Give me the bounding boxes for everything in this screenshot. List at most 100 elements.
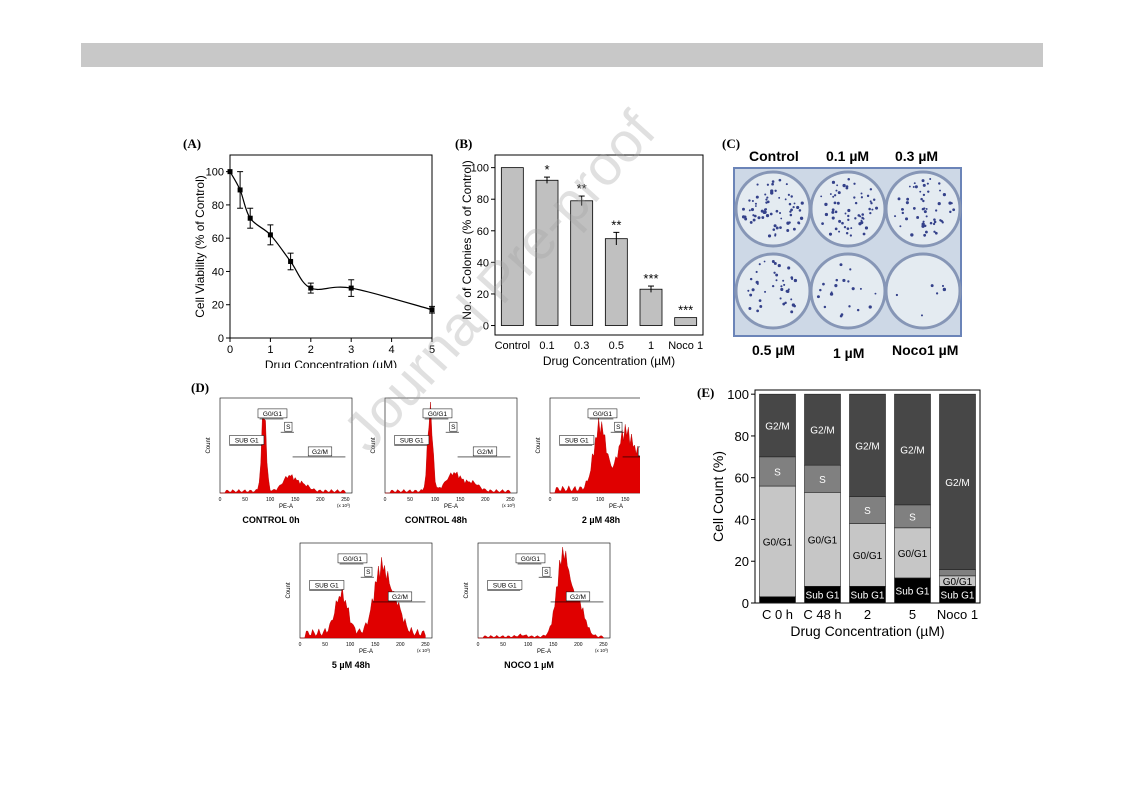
y-tick-label: 20 (477, 289, 489, 301)
colony (923, 207, 926, 210)
colony (763, 260, 766, 263)
colony (845, 232, 849, 235)
x-tick-label: 0.5 (609, 340, 624, 352)
colony (901, 208, 904, 211)
y-tick-label: 100 (471, 163, 489, 175)
colony (790, 298, 793, 301)
x-axis-label: PE-A (444, 504, 458, 510)
y-tick-label: 0 (218, 333, 224, 345)
colony (784, 198, 787, 201)
x-axis-label: Drug Concentration (µM) (543, 354, 675, 368)
colony (950, 202, 953, 205)
colony (786, 289, 790, 293)
colony (922, 199, 925, 203)
colony (749, 293, 753, 297)
colony (769, 212, 773, 216)
colony (766, 196, 769, 199)
stack-segment (894, 393, 931, 506)
colony (899, 225, 902, 228)
colony (934, 231, 938, 235)
colony (835, 278, 839, 282)
colony (824, 202, 828, 207)
gate-label: G0/G1 (263, 411, 283, 418)
x-tick-label: 4 (389, 344, 395, 356)
gate-label: G2/M (570, 594, 586, 601)
y-tick-label: 20 (735, 554, 749, 569)
x-tick-label: 200 (316, 497, 325, 503)
colony (761, 216, 765, 219)
y-tick-label: 100 (206, 167, 224, 179)
colony (929, 221, 933, 225)
colony (789, 213, 793, 217)
colony (780, 285, 783, 288)
x-tick-label: 150 (371, 642, 380, 648)
colony-plate-photo (733, 167, 962, 337)
colony (763, 208, 767, 211)
gate-label-box (487, 580, 523, 590)
colony (935, 209, 938, 212)
colony (749, 220, 753, 224)
colony (771, 284, 775, 288)
colony (838, 230, 841, 233)
colony (793, 305, 796, 308)
x-tick-label: 100 (524, 642, 533, 648)
gate-label: S (616, 424, 621, 431)
colony (790, 310, 794, 314)
data-point (308, 285, 314, 291)
colony (862, 217, 865, 220)
colony (853, 182, 856, 185)
colony (771, 182, 774, 186)
gate-label-box (472, 446, 498, 457)
viability-curve (229, 171, 433, 311)
cell-cycle-stacked-chart: 0 20 40 60 80 100 Cell Count (%) G0/G1 S G2/M C 0 … (710, 387, 981, 639)
colony (851, 287, 855, 291)
colony (793, 278, 798, 283)
colony (779, 226, 782, 229)
y-tick-label: 60 (212, 233, 224, 245)
colony (748, 307, 752, 311)
colony (800, 201, 804, 205)
x-tick-label: 250 (421, 642, 430, 648)
colony (765, 214, 770, 218)
colony (829, 193, 832, 195)
colony (908, 185, 911, 188)
gate-label: G2/M (312, 449, 328, 456)
colony (854, 217, 857, 220)
x-tick-label: 1 (648, 340, 654, 352)
histogram-caption: 2 µM 48h (582, 515, 620, 525)
colony (862, 232, 866, 236)
x-tick-label: 100 (596, 497, 605, 503)
colony (920, 197, 923, 201)
segment-label: G2/M (945, 478, 969, 489)
colony (847, 280, 850, 283)
colony (929, 177, 932, 180)
panel-e-label: (E) (697, 385, 715, 400)
gate-label-box (257, 408, 288, 419)
significance-mark: ** (611, 217, 621, 232)
significance-mark: * (544, 162, 549, 177)
y-tick-label: 40 (212, 266, 224, 278)
gate-label: SUB G1 (400, 438, 424, 445)
gate-label-box (587, 408, 618, 419)
colony (785, 183, 788, 186)
gate-label: G0/G1 (343, 556, 363, 563)
colony (952, 208, 956, 212)
colony (831, 208, 835, 212)
histogram-plot: SUB G1 G0/G1S G2/M 0 50 100 150 200 250 PE-A (x 10… (286, 542, 433, 670)
y-tick-label: 80 (212, 200, 224, 212)
colony (916, 216, 920, 219)
colony (779, 297, 782, 300)
gate-label-box (284, 421, 293, 432)
histogram-caption: 5 µM 48h (332, 660, 370, 670)
colony (923, 210, 927, 214)
x-tick-label: 0.3 (574, 340, 589, 352)
x-tick-label: 250 (341, 497, 350, 503)
gate-label-box (309, 580, 345, 590)
well (884, 252, 962, 330)
colony (833, 194, 837, 197)
colony (912, 207, 916, 210)
data-point (237, 187, 243, 193)
colony (773, 261, 777, 265)
x-axis-label: Drug Concentration (µM) (265, 358, 397, 368)
